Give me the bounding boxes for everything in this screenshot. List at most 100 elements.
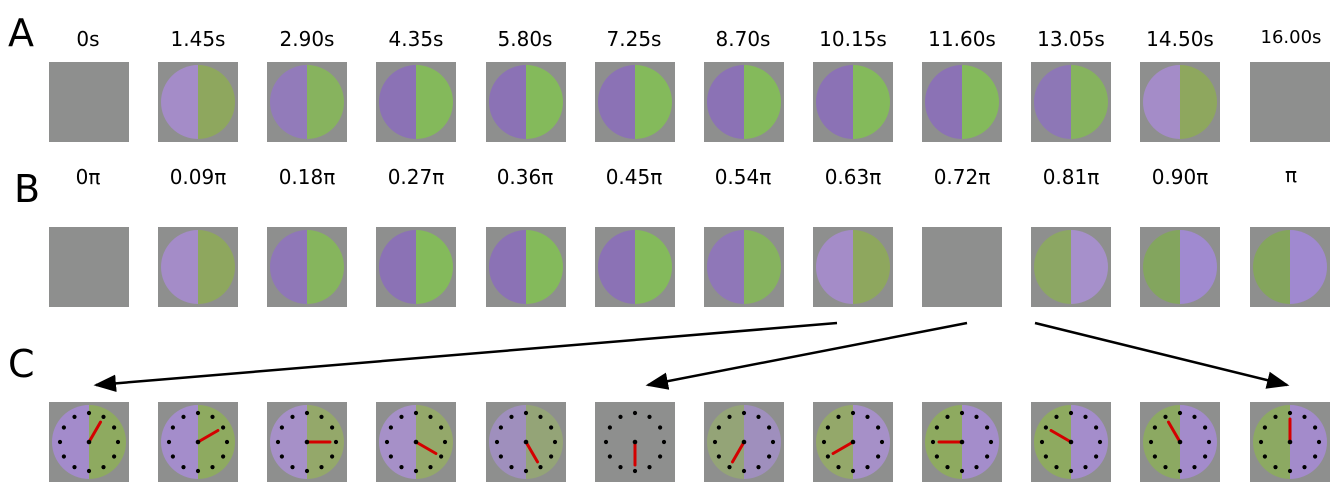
- clock-dot: [538, 414, 543, 419]
- clock-center: [195, 439, 201, 445]
- clock-dot: [988, 439, 994, 445]
- clock-stimulus-tile: [1250, 402, 1330, 482]
- clock-dot: [1287, 410, 1293, 416]
- clock-dot: [727, 465, 732, 470]
- stimulus-tile: [49, 227, 129, 307]
- clock-dot: [756, 414, 761, 419]
- clock-dot: [876, 454, 881, 459]
- clock-dot: [1262, 454, 1267, 459]
- clock-dot: [330, 425, 335, 430]
- tile-background: [1250, 62, 1330, 142]
- clock-hand: [414, 440, 438, 455]
- clock-dot: [442, 439, 448, 445]
- clock-stimulus-tile: [49, 402, 129, 482]
- right-half-disc: [416, 230, 453, 304]
- clock-dot: [549, 454, 554, 459]
- phase-label: 0.81π: [1042, 165, 1100, 189]
- clock-center: [741, 439, 747, 445]
- clock-dot: [112, 425, 117, 430]
- arrow-to-middle-clock: [645, 321, 968, 390]
- clock-dot: [1273, 414, 1278, 419]
- clock-dot: [439, 454, 444, 459]
- right-half-disc: [1071, 65, 1108, 139]
- left-half-disc: [270, 405, 307, 479]
- left-half-disc: [1034, 65, 1071, 139]
- right-half-disc: [198, 405, 235, 479]
- clock-dot: [61, 454, 66, 459]
- clock-dot: [836, 465, 841, 470]
- clock-dot: [221, 425, 226, 430]
- clock-dot: [767, 425, 772, 430]
- clock-dot: [112, 454, 117, 459]
- clock-dot: [825, 425, 830, 430]
- clock-dot: [716, 425, 721, 430]
- stimulus-tile: [486, 62, 566, 142]
- clock-dot: [716, 454, 721, 459]
- clock-dot: [712, 439, 718, 445]
- left-half-disc: [489, 65, 526, 139]
- stimulus-tile: [922, 227, 1002, 307]
- time-label: 1.45s: [170, 27, 226, 51]
- left-half-disc: [816, 230, 853, 304]
- left-half-disc: [598, 230, 635, 304]
- clock-dot: [1043, 425, 1048, 430]
- clock-dot: [879, 439, 885, 445]
- clock-dot: [647, 465, 652, 470]
- clock-dot: [658, 454, 663, 459]
- clock-dot: [1302, 465, 1307, 470]
- clock-stimulus-tile: [1140, 402, 1220, 482]
- clock-dot: [1206, 439, 1212, 445]
- left-half-disc: [598, 65, 635, 139]
- clock-dot: [170, 454, 175, 459]
- clock-dot: [413, 410, 419, 416]
- stimulus-tile: [376, 227, 456, 307]
- clock-dot: [1302, 414, 1307, 419]
- left-half-disc: [379, 405, 416, 479]
- clock-dot: [1083, 465, 1088, 470]
- clock-center: [1177, 439, 1183, 445]
- clock-dot: [1287, 468, 1293, 474]
- stimulus-tile: [595, 227, 675, 307]
- clock-stimulus-tile: [1031, 402, 1111, 482]
- clock-dot: [181, 414, 186, 419]
- clock-dot: [210, 465, 215, 470]
- left-half-disc: [161, 65, 198, 139]
- time-label: 13.05s: [1037, 27, 1105, 51]
- clock-dot: [1163, 465, 1168, 470]
- clock-dot: [72, 465, 77, 470]
- clock-center: [1287, 439, 1293, 445]
- clock-dot: [1258, 439, 1264, 445]
- clock-dot: [930, 439, 936, 445]
- left-half-disc: [1034, 230, 1071, 304]
- phase-label: 0.63π: [824, 165, 882, 189]
- clock-hand: [524, 440, 539, 464]
- clock-dot: [1313, 454, 1318, 459]
- clock-dot: [1152, 454, 1157, 459]
- clock-dot: [865, 465, 870, 470]
- right-half-disc: [744, 230, 781, 304]
- row-letter-b: B: [14, 167, 41, 211]
- clock-dot: [1094, 454, 1099, 459]
- clock-dot: [603, 439, 609, 445]
- stimulus-tile: [704, 227, 784, 307]
- clock-center: [86, 439, 92, 445]
- right-half-disc: [853, 230, 890, 304]
- clock-stimulus-tile: [158, 402, 238, 482]
- arrow-to-last-clock: [1034, 321, 1290, 389]
- clock-stimulus-tile: [813, 402, 893, 482]
- clock-dot: [985, 454, 990, 459]
- time-label: 8.70s: [715, 27, 771, 51]
- clock-dot: [632, 410, 638, 416]
- clock-dot: [279, 425, 284, 430]
- clock-dot: [727, 414, 732, 419]
- clock-dot: [1163, 414, 1168, 419]
- clock-dot: [333, 439, 339, 445]
- row-letter-c: C: [8, 342, 35, 386]
- stimulus-tile: [1250, 62, 1330, 142]
- left-half-disc: [707, 65, 744, 139]
- stimulus-tile: [376, 62, 456, 142]
- clock-dot: [1152, 425, 1157, 430]
- clock-dot: [210, 414, 215, 419]
- clock-dot: [850, 410, 856, 416]
